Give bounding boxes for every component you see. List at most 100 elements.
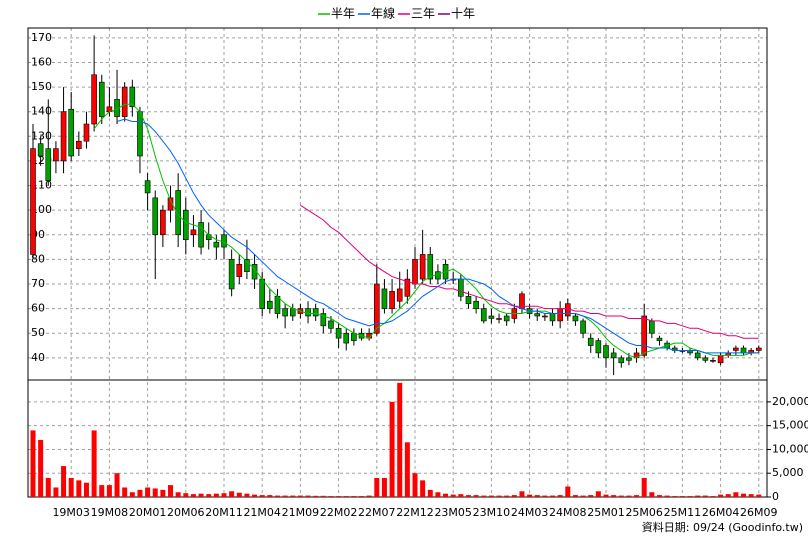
ma-line — [300, 204, 759, 339]
candle-body — [83, 123, 90, 142]
candle-body — [740, 347, 747, 354]
candle-body — [259, 278, 266, 309]
volume-bar — [290, 495, 296, 497]
volume-bar — [557, 495, 563, 497]
candle-body — [144, 180, 151, 194]
candle-body — [30, 148, 36, 255]
candle-body — [198, 222, 204, 248]
volume-bar — [45, 477, 51, 497]
candle-body — [649, 320, 655, 334]
volume-bar — [664, 495, 670, 497]
y2-tick-label: 20,000 — [772, 395, 808, 408]
candle-body — [137, 111, 143, 157]
x-tick-label: 23M10 — [473, 506, 511, 519]
y-tick-label: 170 — [31, 31, 52, 44]
candle-body — [343, 332, 350, 344]
volume-bar — [519, 491, 525, 497]
volume-bar — [206, 494, 212, 497]
volume-bar — [580, 495, 586, 497]
volume-bar — [38, 439, 44, 497]
volume-bar — [656, 495, 662, 497]
volume-bar — [488, 495, 494, 497]
candle-body — [702, 357, 709, 361]
x-tick-label: 26M09 — [740, 506, 778, 519]
x-tick-label: 24M03 — [511, 506, 549, 519]
candle-body — [465, 296, 472, 304]
candle-body — [53, 148, 59, 162]
x-tick-label: 21M04 — [243, 506, 281, 519]
candle-body — [351, 332, 357, 341]
x-tick-label: 22M12 — [396, 506, 434, 519]
candle-body — [98, 81, 105, 117]
volume-bar — [565, 486, 571, 497]
volume-bar — [99, 485, 105, 497]
volume-bar — [336, 496, 342, 497]
volume-bar — [672, 496, 678, 497]
y2-tick-label: 15,000 — [772, 419, 808, 432]
candle-body — [503, 315, 510, 322]
volume-bar — [710, 496, 716, 497]
volume-bar — [420, 480, 426, 497]
candle-body — [641, 315, 648, 356]
data-note: 資料日期: 09/24 (Goodinfo.tw) — [642, 520, 803, 534]
candle-body — [45, 148, 52, 181]
volume-bar — [542, 495, 548, 497]
x-tick-label: 22M02 — [320, 506, 358, 519]
x-tick-label: 20M06 — [167, 506, 205, 519]
candle-body — [68, 108, 74, 157]
volume-bar — [481, 495, 487, 497]
volume-bar — [465, 495, 471, 497]
volume-bar — [61, 466, 67, 497]
x-tick-label: 24M08 — [549, 506, 587, 519]
candle-body — [381, 288, 388, 309]
candle-body — [190, 229, 197, 236]
candle-body — [717, 355, 724, 364]
y-tick-label: 70 — [31, 277, 45, 290]
candle-body — [534, 313, 541, 317]
volume-bar — [695, 495, 701, 497]
candle-body — [320, 313, 327, 327]
volume-bar — [550, 495, 556, 497]
y-tick-label: 110 — [31, 179, 52, 192]
volume-bar — [397, 382, 403, 497]
candle-body — [404, 278, 411, 297]
y-tick-label: 60 — [31, 302, 45, 315]
candle-body — [587, 337, 594, 346]
volume-bar — [30, 430, 36, 497]
volume-bar — [603, 494, 609, 497]
candle-body — [603, 345, 609, 359]
x-tick-label: 25M06 — [625, 506, 663, 519]
volume-bar — [611, 495, 617, 497]
volume-bar — [496, 495, 502, 497]
volume-bar — [741, 493, 747, 497]
candle-body — [244, 259, 250, 272]
volume-bar — [641, 477, 647, 497]
volume-bar — [122, 487, 128, 497]
candle-body — [305, 308, 311, 317]
candle-body — [183, 209, 189, 240]
volume-bar — [366, 495, 372, 497]
candle-body — [427, 254, 434, 280]
candle-body — [733, 347, 739, 351]
y-tick-label: 50 — [31, 326, 45, 339]
volume-bar — [198, 493, 204, 497]
volume-bar — [160, 489, 166, 497]
volume-bar — [748, 494, 754, 497]
volume-bar — [527, 494, 533, 497]
volume-bar — [129, 492, 135, 497]
candle-body — [91, 74, 97, 125]
volume-bar — [343, 496, 349, 497]
candle-body — [595, 340, 602, 354]
candle-body — [542, 315, 548, 318]
volume-bar — [595, 491, 601, 497]
candle-body — [228, 259, 235, 290]
candle-body — [373, 283, 380, 334]
volume-bar — [213, 493, 219, 497]
x-tick-label: 19M08 — [91, 506, 129, 519]
candle-body — [282, 308, 288, 317]
candle-body — [160, 209, 166, 236]
volume-bar — [305, 495, 311, 497]
candle-body — [312, 308, 319, 317]
candle-body — [618, 357, 625, 364]
